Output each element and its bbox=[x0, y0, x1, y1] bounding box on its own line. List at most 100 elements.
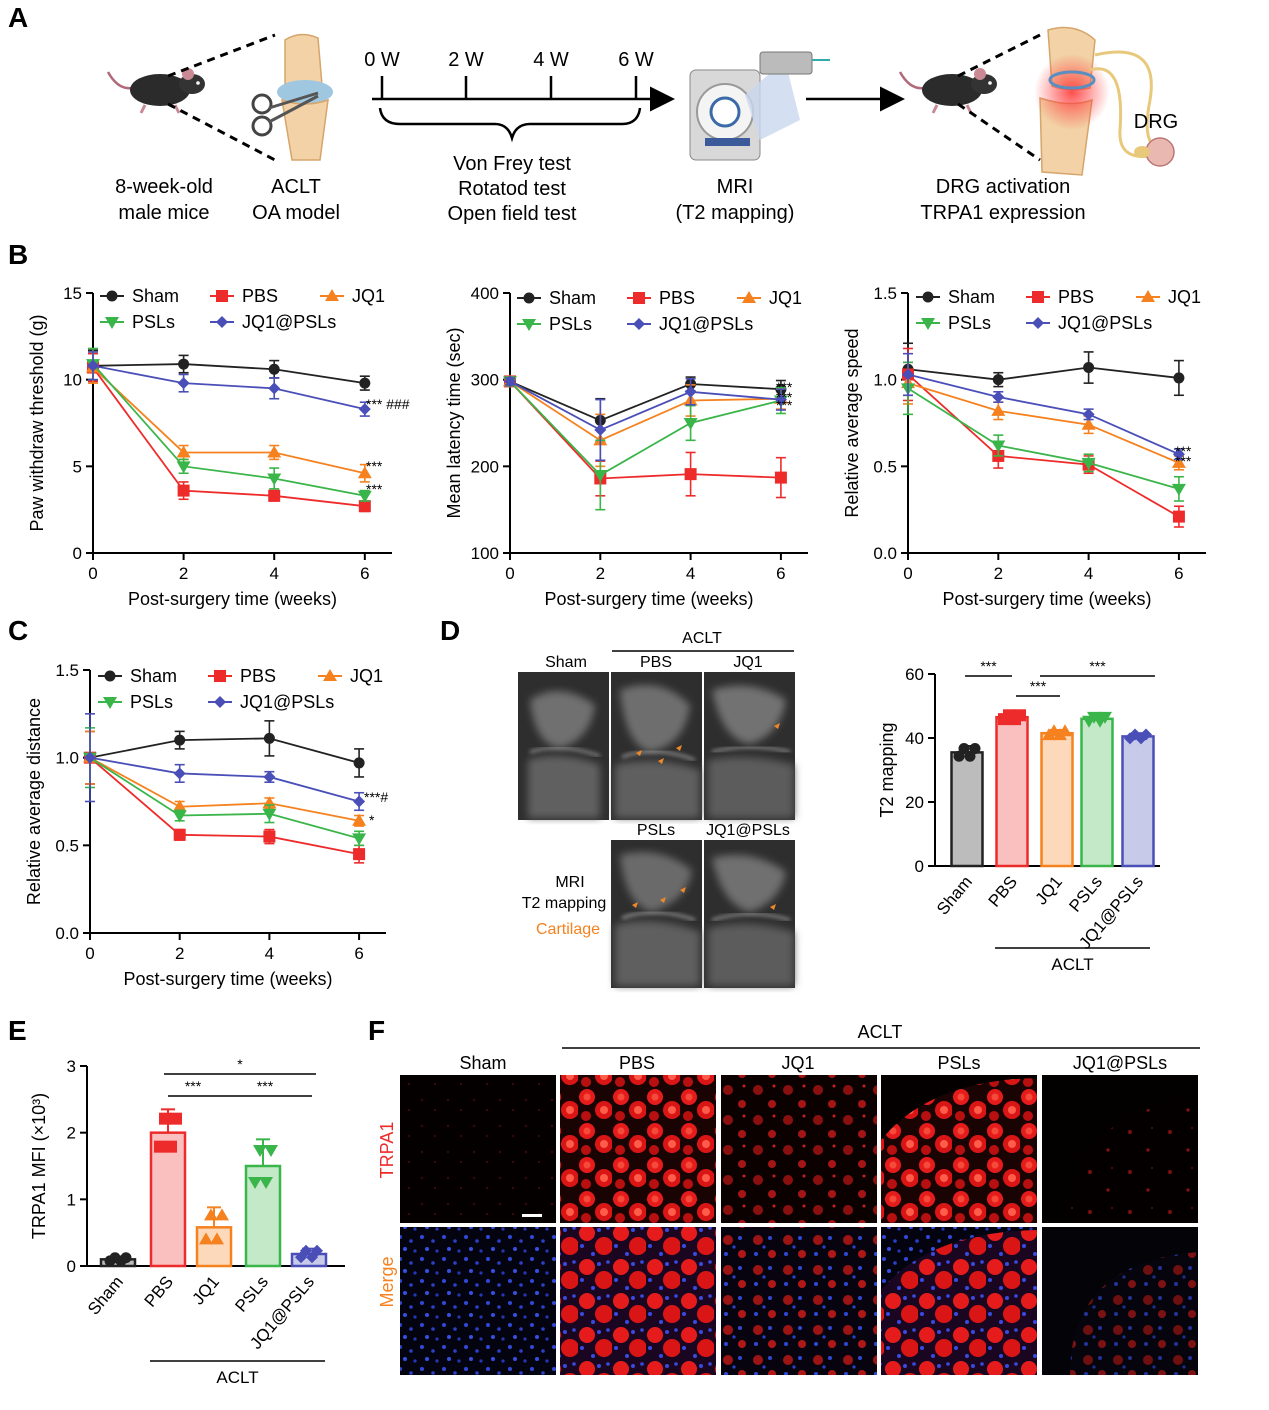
y-tick-label: 0 bbox=[915, 857, 924, 876]
series-line bbox=[89, 756, 360, 803]
distance-chart: 0.0 0.5 1.0 1.5 0 2 4 6 Post-surgery time (weeks… bbox=[24, 661, 388, 989]
bar bbox=[195, 1226, 233, 1268]
data-point bbox=[323, 669, 337, 681]
series-line bbox=[92, 366, 365, 508]
data-point bbox=[1081, 417, 1096, 430]
y-axis-title: TRPA1 MFI (×10³) bbox=[29, 1093, 49, 1239]
panel-label-b: B bbox=[8, 239, 28, 270]
series-jq1psls bbox=[902, 352, 1185, 461]
category-label: PSLs bbox=[1065, 872, 1106, 915]
data-point bbox=[1032, 317, 1044, 329]
week-label: 2 W bbox=[448, 49, 484, 71]
bar bbox=[950, 751, 984, 868]
mice-label-1: 8-week-old bbox=[115, 176, 213, 198]
mouse-icon bbox=[898, 68, 997, 114]
drg-label: DRG bbox=[1134, 111, 1178, 133]
data-point bbox=[263, 770, 276, 783]
data-point bbox=[594, 423, 607, 436]
data-point bbox=[742, 291, 756, 303]
outcome-label-2: TRPA1 expression bbox=[920, 202, 1085, 224]
significance-label: *** bbox=[366, 481, 383, 497]
data-point bbox=[214, 670, 226, 682]
y-tick-label: 5 bbox=[73, 457, 82, 476]
knee-scissors-icon bbox=[251, 33, 333, 161]
series-jq1psls bbox=[504, 375, 787, 462]
f-image-pbs-merge bbox=[560, 1227, 716, 1375]
data-point bbox=[523, 292, 535, 304]
series-line bbox=[509, 380, 782, 477]
legend-label: PSLs bbox=[132, 312, 175, 332]
data-point bbox=[173, 828, 186, 841]
significance-label: *** bbox=[185, 1078, 202, 1094]
significance-label: *** bbox=[366, 458, 383, 474]
data-point bbox=[353, 757, 365, 769]
x-tick-label: 6 bbox=[776, 564, 785, 583]
y-axis-title: Relative average speed bbox=[842, 328, 862, 517]
significance-label: * bbox=[369, 812, 375, 828]
x-tick-label: 4 bbox=[265, 944, 274, 963]
y-tick-label: 200 bbox=[471, 457, 499, 476]
bar-pbs bbox=[995, 709, 1029, 868]
legend-label: JQ1@PSLs bbox=[242, 312, 336, 332]
knee-drg-icon bbox=[1034, 26, 1175, 176]
mri-image-jq1 bbox=[704, 672, 795, 820]
data-point bbox=[1172, 448, 1185, 461]
series-line bbox=[509, 380, 781, 431]
zoom-lines bbox=[167, 33, 276, 162]
data-point bbox=[263, 830, 276, 843]
data-point bbox=[204, 1208, 218, 1221]
mri-col-psls: PSLs bbox=[637, 822, 675, 839]
panel-label-f: F bbox=[368, 1015, 385, 1046]
data-point bbox=[353, 848, 366, 861]
data-point bbox=[633, 318, 645, 330]
data-point bbox=[165, 1140, 177, 1153]
f-image-jq1-merge bbox=[721, 1227, 877, 1375]
data-point bbox=[1173, 372, 1185, 384]
series-line bbox=[92, 363, 365, 497]
data-point bbox=[216, 316, 228, 328]
data-point bbox=[262, 808, 277, 821]
mice-label-2: male mice bbox=[118, 202, 209, 224]
bar bbox=[1080, 717, 1114, 868]
significance-label: *** bbox=[1030, 678, 1047, 694]
data-point bbox=[958, 743, 970, 755]
data-point bbox=[352, 813, 367, 826]
series-line bbox=[92, 366, 366, 475]
y-tick-label: 0.0 bbox=[873, 544, 897, 563]
f-aclt-label: ACLT bbox=[858, 1022, 903, 1042]
data-point bbox=[358, 500, 371, 513]
data-point bbox=[214, 696, 226, 708]
paw-withdraw-chart: 0 5 10 15 0 2 4 6 Post-surgery time (weeks) Paw w… bbox=[27, 284, 410, 609]
series-line bbox=[509, 380, 781, 422]
legend-label: PBS bbox=[240, 666, 276, 686]
data-point bbox=[172, 810, 187, 823]
y-tick-label: 3 bbox=[67, 1057, 76, 1076]
data-point bbox=[253, 1145, 267, 1157]
week-label: 6 W bbox=[618, 49, 654, 71]
x-axis-title: Post-surgery time (weeks) bbox=[123, 969, 332, 989]
legend-label: PBS bbox=[1058, 287, 1094, 307]
f-image-sham-trpa1 bbox=[400, 1075, 556, 1223]
significance-label: *** bbox=[776, 397, 793, 413]
category-label: PBS bbox=[985, 872, 1021, 910]
x-tick-label: 2 bbox=[175, 944, 184, 963]
y-tick-label: 0.0 bbox=[55, 924, 79, 943]
mri-col-sham: Sham bbox=[545, 654, 587, 671]
mouse-icon bbox=[106, 68, 205, 114]
data-point bbox=[170, 1112, 182, 1125]
data-point bbox=[210, 1232, 224, 1245]
panel-label-a: A bbox=[8, 2, 28, 33]
y-tick-label: 15 bbox=[63, 284, 82, 303]
legend-label: PBS bbox=[659, 288, 695, 308]
series-line bbox=[509, 380, 781, 442]
x-tick-label: 4 bbox=[686, 564, 695, 583]
data-point bbox=[178, 358, 190, 370]
legend-label: Sham bbox=[130, 666, 177, 686]
data-point bbox=[992, 391, 1005, 403]
x-tick-label: 6 bbox=[360, 564, 369, 583]
series-line bbox=[907, 366, 1180, 381]
test-label: Open field test bbox=[448, 203, 577, 225]
legend-label: PSLs bbox=[130, 692, 173, 712]
data-point bbox=[248, 1177, 262, 1189]
